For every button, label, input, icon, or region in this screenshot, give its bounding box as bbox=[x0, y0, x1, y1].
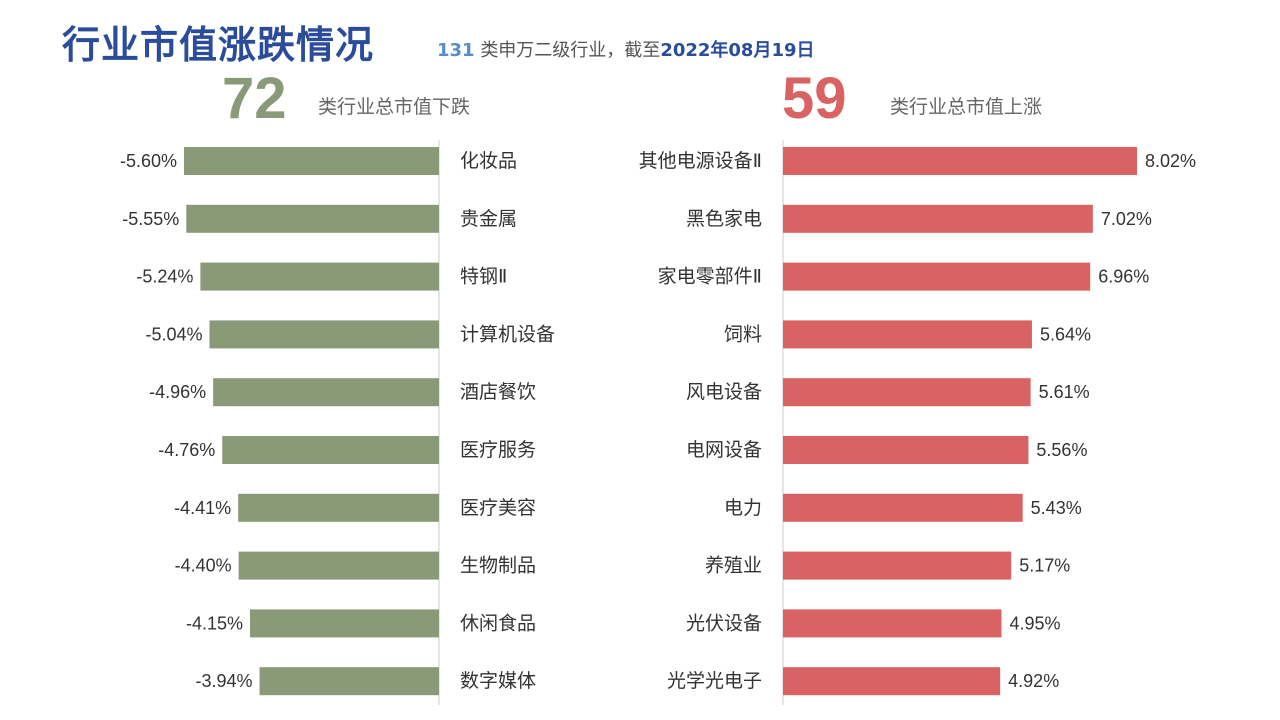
gainer-category-label: 风电设备 bbox=[686, 381, 762, 403]
subtitle-text: 类申万二级行业，截至 bbox=[480, 40, 661, 61]
decliner-value-label: -5.60% bbox=[120, 151, 177, 171]
decliner-bar bbox=[209, 320, 439, 349]
gainer-category-label: 光学光电子 bbox=[667, 670, 762, 692]
gainer-value-label: 7.02% bbox=[1101, 209, 1152, 229]
decliner-category-label: 休闲食品 bbox=[460, 612, 536, 634]
gainer-value-label: 5.43% bbox=[1031, 498, 1082, 518]
gainer-bar bbox=[783, 378, 1031, 407]
decliner-value-label: -4.40% bbox=[175, 556, 232, 576]
decliner-value-label: -5.24% bbox=[136, 267, 193, 287]
decliner-value-label: -4.15% bbox=[186, 613, 243, 633]
decliner-value-label: -4.96% bbox=[149, 382, 206, 402]
decliner-bar bbox=[200, 262, 439, 291]
up-count-label: 类行业总市值上涨 bbox=[890, 96, 1043, 118]
gainer-bar bbox=[783, 436, 1029, 464]
gainer-bar bbox=[783, 609, 1002, 638]
decliner-value-label: -4.76% bbox=[158, 440, 215, 460]
up-count: 59 bbox=[782, 66, 847, 131]
gainer-bar bbox=[783, 262, 1091, 291]
page-title: 行业市值涨跌情况 bbox=[62, 23, 375, 67]
decliner-category-label: 生物制品 bbox=[460, 555, 536, 577]
gainer-value-label: 4.92% bbox=[1008, 671, 1059, 691]
decliner-category-label: 酒店餐饮 bbox=[460, 381, 536, 403]
gainer-bar bbox=[783, 204, 1093, 233]
gainer-value-label: 8.02% bbox=[1145, 151, 1196, 171]
decliner-value-label: -4.41% bbox=[174, 498, 231, 518]
gainer-category-label: 家电零部件Ⅱ bbox=[658, 266, 762, 288]
gainer-category-label: 其他电源设备Ⅱ bbox=[639, 150, 762, 172]
gainer-category-label: 饲料 bbox=[724, 323, 762, 345]
gainer-value-label: 5.56% bbox=[1036, 440, 1087, 460]
decliner-category-label: 化妆品 bbox=[460, 150, 517, 172]
decliner-category-label: 数字媒体 bbox=[460, 670, 536, 692]
gainer-category-label: 电网设备 bbox=[686, 439, 762, 461]
decliner-bar bbox=[186, 204, 439, 233]
decliner-bar bbox=[213, 378, 439, 407]
industry-count: 131 bbox=[437, 40, 475, 61]
gainer-value-label: 5.17% bbox=[1019, 556, 1070, 576]
decliner-bar bbox=[238, 551, 439, 580]
gainer-category-label: 养殖业 bbox=[705, 555, 762, 577]
gainer-bar bbox=[783, 493, 1023, 522]
gainer-value-label: 6.96% bbox=[1098, 267, 1149, 287]
decliner-bar bbox=[250, 609, 439, 638]
decliner-category-label: 医疗美容 bbox=[460, 497, 536, 519]
decliner-category-label: 医疗服务 bbox=[460, 439, 536, 461]
decliner-category-label: 计算机设备 bbox=[460, 323, 555, 345]
down-count-label: 类行业总市值下跌 bbox=[318, 96, 471, 118]
decliner-bar bbox=[184, 147, 439, 175]
gainer-bar bbox=[783, 320, 1032, 349]
decliner-category-label: 特钢Ⅱ bbox=[460, 266, 507, 288]
gainer-category-label: 黑色家电 bbox=[686, 208, 762, 230]
page-subtitle: 131 类申万二级行业，截至2022年08月19日 bbox=[437, 36, 815, 62]
decliner-value-label: -5.04% bbox=[145, 324, 202, 344]
gainer-value-label: 5.64% bbox=[1040, 324, 1091, 344]
gainer-value-label: 4.95% bbox=[1009, 613, 1060, 633]
decliner-bar bbox=[238, 493, 439, 522]
subtitle-date: 2022年08月19日 bbox=[660, 40, 815, 61]
gainer-category-label: 电力 bbox=[724, 497, 762, 519]
decliner-bar bbox=[259, 667, 439, 696]
decliner-bar bbox=[222, 436, 439, 464]
gainer-category-label: 光伏设备 bbox=[686, 612, 762, 634]
gainer-value-label: 5.61% bbox=[1039, 382, 1090, 402]
gainer-bar bbox=[783, 551, 1012, 580]
decliner-value-label: -3.94% bbox=[196, 671, 253, 691]
down-count: 72 bbox=[222, 66, 287, 131]
gainer-bar bbox=[783, 147, 1137, 175]
decliner-value-label: -5.55% bbox=[122, 209, 179, 229]
decliner-category-label: 贵金属 bbox=[460, 208, 517, 230]
gainer-bar bbox=[783, 667, 1001, 696]
